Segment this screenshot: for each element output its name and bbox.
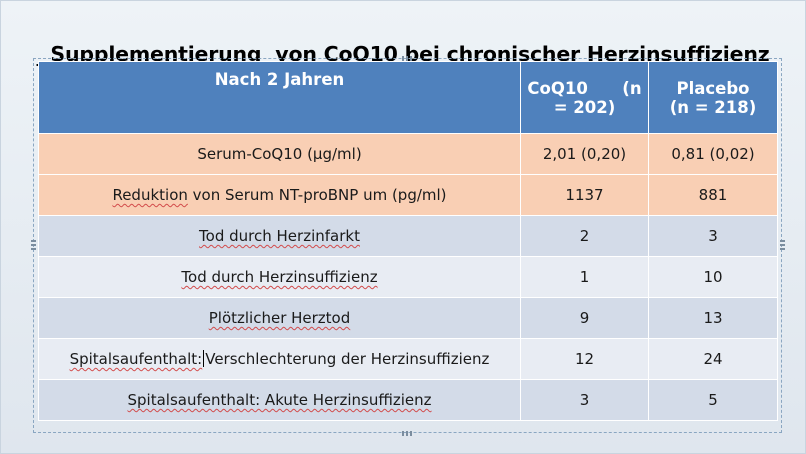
header-cell-placebo[interactable]: Placebo (n = 218): [648, 61, 778, 134]
coq10-value-cell[interactable]: 2: [520, 215, 649, 257]
table-row: Spitalsaufenthalt: Verschlechterung der H…: [38, 338, 778, 380]
resize-handle-bottom[interactable]: [402, 431, 413, 436]
table-row: Plötzlicher Herztod 9 13: [38, 297, 778, 339]
table-header-row: Nach 2 Jahren CoQ10 (n = 202) Placebo (n…: [38, 61, 778, 134]
row-label-cell[interactable]: Spitalsaufenthalt: Verschlechterung der H…: [38, 338, 521, 380]
header-coq10-line1: CoQ10 (n: [527, 78, 642, 98]
coq10-value-cell[interactable]: 1137: [520, 174, 649, 216]
resize-handle-right[interactable]: [780, 240, 785, 251]
header-cell-coq10[interactable]: CoQ10 (n = 202): [520, 61, 649, 134]
row-label-cell[interactable]: Serum-CoQ10 (µg/ml): [38, 133, 521, 175]
coq10-value-cell[interactable]: 12: [520, 338, 649, 380]
coq10-value-cell[interactable]: 3: [520, 379, 649, 421]
header-placebo-line1: Placebo: [676, 78, 750, 98]
row-label-cell[interactable]: Spitalsaufenthalt: Akute Herzinsuffizien…: [38, 379, 521, 421]
placebo-value-cell[interactable]: 3: [648, 215, 778, 257]
text-cursor: [203, 350, 205, 367]
table-row: Spitalsaufenthalt: Akute Herzinsuffizien…: [38, 379, 778, 421]
header-placebo-line2: (n = 218): [669, 97, 757, 117]
row-label-cell[interactable]: Tod durch Herzinfarkt: [38, 215, 521, 257]
results-table[interactable]: Nach 2 Jahren CoQ10 (n = 202) Placebo (n…: [38, 61, 778, 421]
placebo-value-cell[interactable]: 10: [648, 256, 778, 298]
coq10-value-cell[interactable]: 2,01 (0,20): [520, 133, 649, 175]
placebo-value-cell[interactable]: 881: [648, 174, 778, 216]
row-label-cell[interactable]: Reduktion von Serum NT-proBNP um (pg/ml): [38, 174, 521, 216]
coq10-value-cell[interactable]: 1: [520, 256, 649, 298]
resize-handle-top[interactable]: [402, 56, 413, 61]
table-row: Reduktion von Serum NT-proBNP um (pg/ml)…: [38, 174, 778, 216]
placebo-value-cell[interactable]: 0,81 (0,02): [648, 133, 778, 175]
table-row: Serum-CoQ10 (µg/ml) 2,01 (0,20) 0,81 (0,…: [38, 133, 778, 175]
header-coq10-line2: = 202): [553, 97, 616, 117]
resize-handle-left[interactable]: [31, 240, 36, 251]
coq10-value-cell[interactable]: 9: [520, 297, 649, 339]
placebo-value-cell[interactable]: 13: [648, 297, 778, 339]
placebo-value-cell[interactable]: 5: [648, 379, 778, 421]
table-row: Tod durch Herzinsuffizienz 1 10: [38, 256, 778, 298]
placebo-value-cell[interactable]: 24: [648, 338, 778, 380]
table-row: Tod durch Herzinfarkt 2 3: [38, 215, 778, 257]
row-label-cell[interactable]: Plötzlicher Herztod: [38, 297, 521, 339]
spellcheck-word: Reduktion: [112, 186, 188, 204]
header-cell-timepoint[interactable]: Nach 2 Jahren: [38, 61, 521, 134]
row-label-cell[interactable]: Tod durch Herzinsuffizienz: [38, 256, 521, 298]
